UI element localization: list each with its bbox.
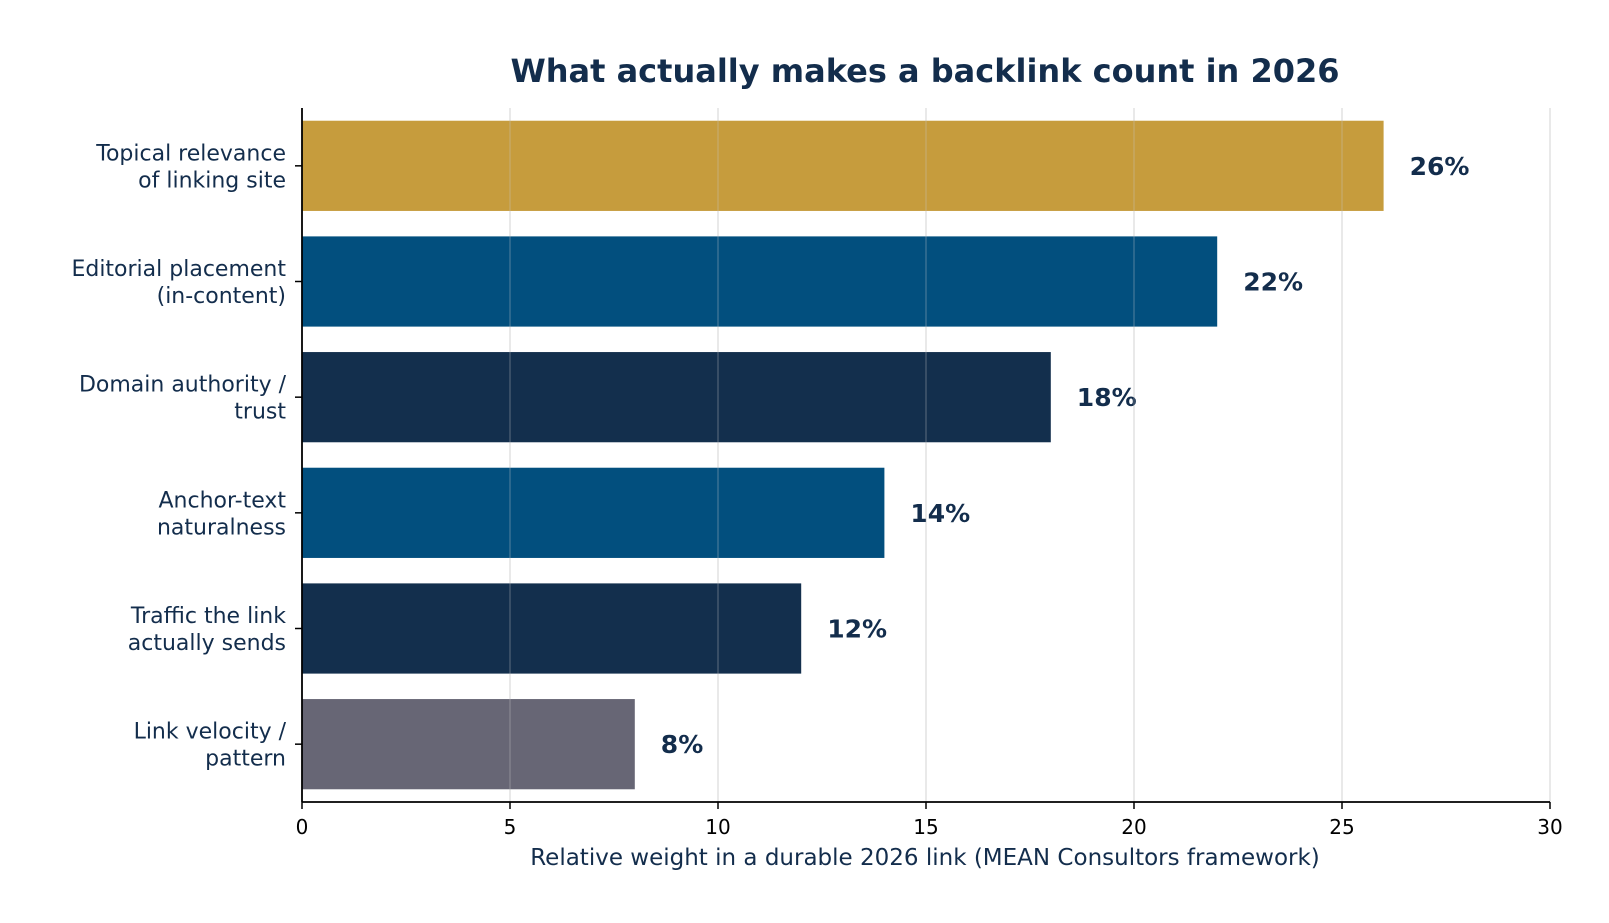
bar-value-label: 8%	[661, 730, 703, 759]
bar	[302, 352, 1051, 443]
category-label-line: Editorial placement	[71, 257, 286, 282]
category-label: Topical relevance of linking site	[95, 141, 286, 193]
category-label-line: pattern	[205, 747, 286, 772]
category-label-line: Traffic the link	[130, 604, 286, 629]
category-label-line: trust	[234, 400, 286, 425]
x-tick-label: 5	[504, 815, 517, 839]
chart-title: What actually makes a backlink count in …	[510, 52, 1339, 90]
bar-value-label: 14%	[910, 499, 970, 528]
x-axis-label: Relative weight in a durable 2026 link (…	[530, 845, 1320, 871]
category-label-line: Link velocity /	[134, 720, 287, 745]
x-tick-label: 30	[1537, 815, 1562, 839]
bar-value-label: 26%	[1410, 152, 1470, 181]
x-tick-label: 15	[913, 815, 938, 839]
bar	[302, 236, 1218, 327]
bar	[302, 120, 1384, 211]
category-label-line: Domain authority /	[79, 373, 287, 398]
category-label: Editorial placement (in-content)	[71, 257, 286, 309]
category-label: Domain authority / trust	[79, 373, 287, 425]
category-label-line: naturalness	[157, 515, 286, 540]
category-label: Anchor-text naturalness	[157, 488, 286, 540]
x-ticks: 0 5 10 15 20 25 30	[296, 802, 1563, 839]
category-label-line: Anchor-text	[159, 488, 287, 513]
grid-lines	[509, 108, 1551, 802]
bars	[302, 120, 1384, 790]
x-tick-label: 0	[296, 815, 309, 839]
bar	[302, 699, 635, 790]
x-tick-label: 10	[705, 815, 730, 839]
category-label-line: (in-content)	[157, 284, 286, 309]
bar-value-label: 18%	[1077, 383, 1137, 412]
category-label-line: actually sends	[128, 631, 286, 656]
bar-value-label: 22%	[1243, 268, 1303, 297]
category-label: Traffic the link actually sends	[128, 604, 286, 656]
bar-value-label: 12%	[827, 615, 887, 644]
category-label-line: Topical relevance	[95, 141, 286, 166]
data-labels: 26% 22% 18% 14% 12% 8%	[661, 152, 1470, 759]
y-category-labels: Topical relevance of linking site Editoria…	[71, 141, 302, 772]
x-tick-label: 25	[1329, 815, 1354, 839]
bar	[302, 467, 885, 558]
bar	[302, 583, 802, 674]
category-label-line: of linking site	[138, 168, 286, 193]
category-label: Link velocity / pattern	[134, 720, 287, 772]
grid-overlay	[509, 108, 1551, 802]
x-tick-label: 20	[1121, 815, 1146, 839]
